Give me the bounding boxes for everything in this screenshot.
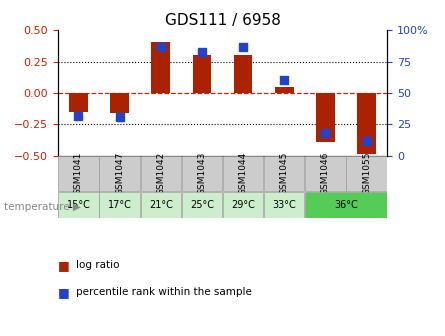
Point: [157, 44, 164, 49]
Text: GSM1043: GSM1043: [198, 152, 206, 195]
Bar: [264, 192, 304, 218]
Bar: [110, 93, 129, 113]
Point: [198, 49, 206, 54]
Bar: [223, 156, 263, 191]
Point: [363, 138, 370, 143]
Text: GSM1047: GSM1047: [115, 152, 124, 195]
Bar: [99, 156, 140, 191]
Text: 25°C: 25°C: [190, 200, 214, 210]
Text: 21°C: 21°C: [149, 200, 173, 210]
Text: GSM1042: GSM1042: [156, 152, 165, 195]
Text: GSM1041: GSM1041: [74, 152, 83, 195]
Bar: [346, 156, 387, 191]
Text: percentile rank within the sample: percentile rank within the sample: [76, 287, 251, 297]
Bar: [316, 93, 335, 142]
Text: 29°C: 29°C: [231, 200, 255, 210]
Bar: [141, 156, 181, 191]
Bar: [58, 156, 99, 191]
Bar: [99, 192, 140, 218]
Bar: [182, 156, 222, 191]
Text: 17°C: 17°C: [108, 200, 132, 210]
Text: 15°C: 15°C: [66, 200, 90, 210]
Text: 33°C: 33°C: [272, 200, 296, 210]
Bar: [58, 192, 99, 218]
Point: [239, 44, 247, 49]
Text: GSM1046: GSM1046: [321, 152, 330, 195]
Bar: [193, 55, 211, 93]
Bar: [357, 93, 376, 155]
Bar: [234, 55, 252, 93]
Text: 36°C: 36°C: [334, 200, 358, 210]
Bar: [305, 192, 387, 218]
Text: ■: ■: [58, 259, 69, 272]
Point: [116, 114, 123, 120]
Title: GDS111 / 6958: GDS111 / 6958: [165, 13, 280, 28]
Bar: [275, 87, 294, 93]
Bar: [151, 42, 170, 93]
Bar: [141, 192, 181, 218]
Bar: [305, 156, 346, 191]
Text: ■: ■: [58, 286, 69, 299]
Text: temperature ▶: temperature ▶: [4, 202, 81, 212]
Point: [281, 78, 288, 83]
Text: GSM1055: GSM1055: [362, 152, 371, 195]
Bar: [69, 93, 88, 113]
Bar: [264, 156, 304, 191]
Text: GSM1045: GSM1045: [280, 152, 289, 195]
Point: [75, 113, 82, 118]
Bar: [223, 192, 263, 218]
Point: [322, 130, 329, 136]
Bar: [182, 192, 222, 218]
Text: GSM1044: GSM1044: [239, 152, 247, 195]
Text: log ratio: log ratio: [76, 260, 119, 270]
